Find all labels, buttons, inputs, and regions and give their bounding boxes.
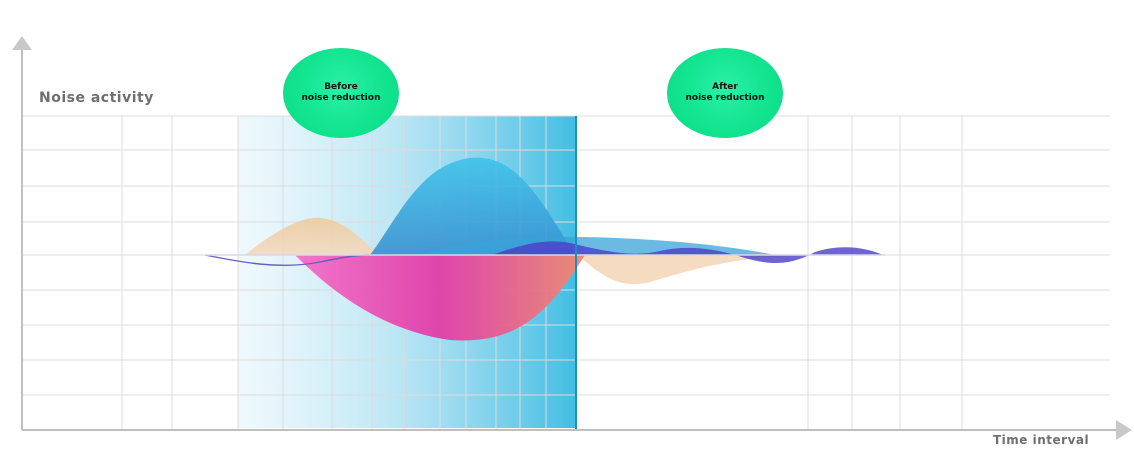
x-axis-title: Time interval xyxy=(993,433,1090,447)
purple-wave xyxy=(492,241,883,263)
peach-wave xyxy=(245,217,380,255)
y-axis-title: Noise activity xyxy=(39,90,154,106)
after-noise-reduction-badge: After noise reduction xyxy=(667,48,783,138)
badge-line2: noise reduction xyxy=(685,93,765,103)
x-axis-arrow-icon xyxy=(1116,420,1132,440)
badge-line2: noise reduction xyxy=(301,93,381,103)
blue-wave xyxy=(370,157,576,255)
y-axis-arrow-icon xyxy=(12,36,32,50)
peach-wave-low xyxy=(578,255,855,285)
badge-line1: Before xyxy=(324,82,358,92)
badge-line1: After xyxy=(712,82,738,92)
purple-wave-line xyxy=(204,254,371,267)
pink-wave xyxy=(295,255,585,341)
before-noise-reduction-badge: Before noise reduction xyxy=(283,48,399,138)
